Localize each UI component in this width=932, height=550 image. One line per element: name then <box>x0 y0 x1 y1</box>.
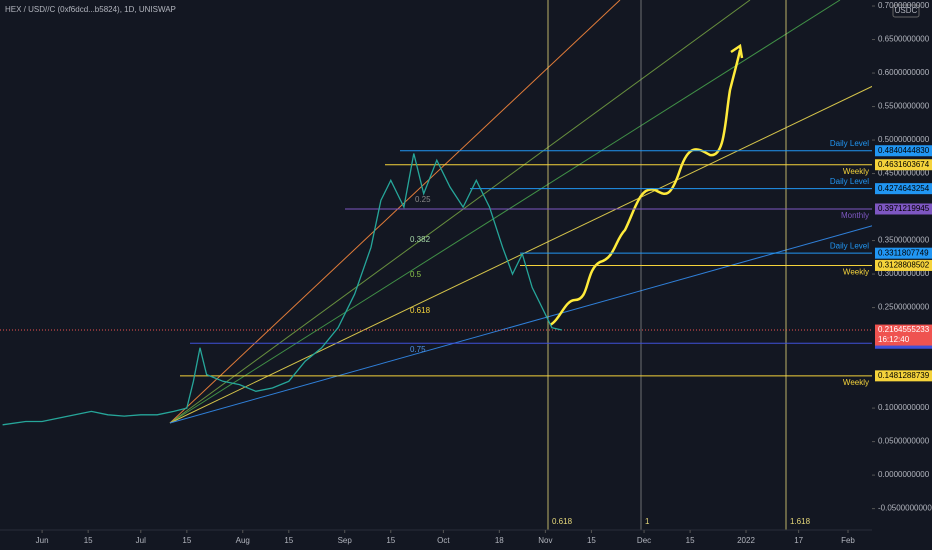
level-note: Daily Level <box>830 177 869 186</box>
level-tag <box>875 247 932 259</box>
chart-title: HEX / USD//C (0xf6dcd...b5824), 1D, UNIS… <box>5 5 176 14</box>
fib-label: 0.5 <box>410 270 422 279</box>
level-tag <box>875 370 932 382</box>
level-label: 0.3128808502 <box>878 261 930 270</box>
x-tick-label: Sep <box>338 536 353 545</box>
x-tick-label: 15 <box>587 536 596 545</box>
time-fib-label: 1.618 <box>790 517 811 526</box>
x-tick-label: Jul <box>136 536 146 545</box>
level-tag <box>875 183 932 195</box>
x-tick-label: 15 <box>284 536 293 545</box>
x-tick-label: Dec <box>637 536 651 545</box>
time-fib-label: 1 <box>645 517 650 526</box>
x-tick-label: 18 <box>495 536 504 545</box>
y-tick-label: 0.2500000000 <box>878 303 930 312</box>
x-tick-label: Oct <box>437 536 450 545</box>
last-price-tag <box>875 324 932 346</box>
level-note: Daily Level <box>830 139 869 148</box>
level-label: 0.4840444830 <box>878 146 930 155</box>
y-tick-label: 0.5500000000 <box>878 102 930 111</box>
x-tick-label: Aug <box>236 536 250 545</box>
x-tick-label: Jun <box>36 536 49 545</box>
x-tick-label: 2022 <box>737 536 755 545</box>
y-tick-label: 0.0500000000 <box>878 437 930 446</box>
countdown: 16:12:40 <box>878 335 910 344</box>
level-label: 0.3311807749 <box>878 248 929 257</box>
level-label: 0.4631603674 <box>878 160 930 169</box>
currency: USDC <box>895 6 918 15</box>
y-tick-label: 0.6000000000 <box>878 68 930 77</box>
x-tick-label: 15 <box>386 536 395 545</box>
x-tick-label: Feb <box>841 536 855 545</box>
price-line <box>2 153 562 426</box>
x-tick-label: 17 <box>794 536 803 545</box>
level-label: 0.3971219945 <box>878 204 930 213</box>
fib-label: 0.75 <box>410 345 426 354</box>
level-tag <box>875 203 932 215</box>
level-label: 0.4274643254 <box>878 184 930 193</box>
y-tick-label: 0.6500000000 <box>878 35 930 44</box>
currency-box <box>892 4 920 18</box>
fib-label: 0.25 <box>415 195 431 204</box>
level-tag <box>875 259 932 271</box>
y-tick-label: 0.7000000000 <box>878 1 930 10</box>
level-tag <box>875 145 932 157</box>
x-tick-label: 15 <box>686 536 695 545</box>
y-tick-label: -0.0500000000 <box>878 504 932 513</box>
y-tick-label: 0.1000000000 <box>878 403 930 412</box>
level-note: Daily Level <box>830 241 869 250</box>
y-tick-label: 0.0000000000 <box>878 470 930 479</box>
time-fib-label: 0.618 <box>552 517 573 526</box>
x-tick-label: Nov <box>538 536 552 545</box>
y-tick-label: 0.5000000000 <box>878 135 930 144</box>
level-label: 0.1481288739 <box>878 371 930 380</box>
x-tick-label: 15 <box>182 536 191 545</box>
y-tick-label: 0.4500000000 <box>878 169 930 178</box>
level-note: Weekly <box>843 268 869 277</box>
x-tick-label: 15 <box>84 536 93 545</box>
fib-label: 0.382 <box>410 235 431 244</box>
level-note: Monthly <box>841 211 869 220</box>
level-note: Weekly <box>843 378 869 387</box>
y-tick-label: 0.3000000000 <box>878 269 930 278</box>
y-tick-label: 0.3500000000 <box>878 236 930 245</box>
level-tag <box>875 159 932 171</box>
level-note: Weekly <box>843 167 869 176</box>
fib-label: 0.618 <box>410 306 431 315</box>
last-price-label: 0.2164555233 <box>878 325 930 334</box>
